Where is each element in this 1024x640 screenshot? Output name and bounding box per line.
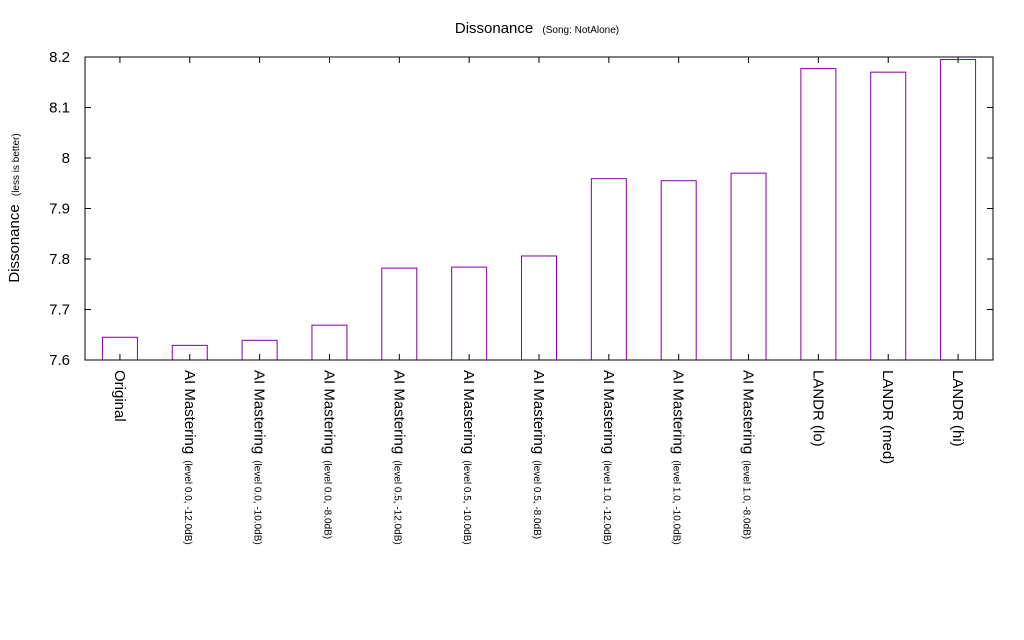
x-tick-label: AI Mastering (level 1.0, -12.0dB) — [600, 370, 617, 545]
x-tick-label: AI Mastering (level 0.5, -10.0dB) — [460, 370, 477, 545]
x-tick-label-main: AI Mastering — [460, 370, 477, 454]
x-tick-label: AI Mastering (level 0.0, -10.0dB) — [251, 370, 268, 545]
x-tick-label-note: (level 1.0, -10.0dB) — [671, 460, 682, 545]
bar — [800, 68, 837, 361]
x-tick-label: AI Mastering (level 0.0, -8.0dB) — [320, 370, 337, 539]
y-tick-label: 7.8 — [49, 251, 70, 268]
bar — [730, 172, 767, 361]
x-tick-label-note: (level 0.5, -12.0dB) — [391, 460, 402, 545]
y-ticks-group: 7.6 7.7 7.8 7.9 8 8.1 8.2 — [49, 49, 993, 369]
x-tick-label-main: AI Mastering — [320, 370, 337, 454]
bar — [870, 71, 907, 361]
x-tick-label-note: (level 0.0, -10.0dB) — [252, 460, 263, 545]
bar — [451, 266, 488, 361]
y-axis-label-note: (less is better) — [11, 133, 22, 196]
bar — [660, 180, 697, 361]
x-tick-label-main: LANDR (med) — [879, 370, 896, 464]
x-tick-label-main: LANDR (hi) — [949, 370, 966, 447]
x-tick-label: LANDR (med) — [879, 370, 896, 464]
bar — [521, 255, 557, 361]
x-tick-label-main: AI Mastering — [740, 370, 757, 454]
x-tick-label: AI Mastering (level 0.5, -12.0dB) — [390, 370, 407, 545]
y-tick-label: 7.6 — [49, 352, 70, 369]
x-tick-label-note: (level 1.0, -8.0dB) — [741, 460, 752, 539]
y-axis-label: Dissonance (less is better) — [6, 133, 23, 282]
y-tick-label: 8.2 — [49, 49, 70, 66]
x-tick-label-main: AI Mastering — [251, 370, 268, 454]
x-tick-label-main: AI Mastering — [530, 370, 547, 454]
x-tick-label-main: AI Mastering — [600, 370, 617, 454]
y-tick-label: 8.1 — [49, 100, 70, 117]
x-tick-label-main: AI Mastering — [670, 370, 687, 454]
chart-title-main: Dissonance — [455, 20, 533, 37]
x-labels-group: Original AI Mastering (level 0.0, -12.0dB)… — [111, 57, 966, 545]
x-tick-label-main: LANDR (lo) — [809, 370, 826, 447]
x-tick-label: AI Mastering (level 0.0, -12.0dB) — [181, 370, 198, 545]
bar — [590, 178, 627, 361]
x-tick-label-note: (level 0.5, -10.0dB) — [461, 460, 472, 545]
x-tick-label: AI Mastering (level 1.0, -10.0dB) — [670, 370, 687, 545]
y-tick-label: 8 — [62, 150, 70, 167]
chart-subtitle: (Song: NotAlone) — [542, 25, 619, 36]
y-axis-label-main: Dissonance — [6, 204, 23, 282]
x-tick-label-main: AI Mastering — [390, 370, 407, 454]
x-tick-label-note: (level 0.0, -12.0dB) — [182, 460, 193, 545]
x-tick-label: Original — [111, 370, 128, 422]
x-tick-label: AI Mastering (level 0.5, -8.0dB) — [530, 370, 547, 539]
x-tick-label: LANDR (hi) — [949, 370, 966, 447]
plot-frame — [84, 56, 994, 361]
bars-group — [101, 59, 977, 361]
y-tick-label: 7.7 — [49, 302, 70, 319]
x-tick-label-note: (level 0.5, -8.0dB) — [531, 460, 542, 539]
chart-title: Dissonance (Song: NotAlone) — [455, 20, 619, 37]
x-tick-label: LANDR (lo) — [809, 370, 826, 447]
x-tick-label-note: (level 0.0, -8.0dB) — [321, 460, 332, 539]
bar — [381, 267, 418, 361]
bar — [940, 59, 977, 361]
x-tick-label-main: AI Mastering — [181, 370, 198, 454]
x-tick-label: AI Mastering (level 1.0, -8.0dB) — [740, 370, 757, 539]
x-tick-label-note: (level 1.0, -12.0dB) — [601, 460, 612, 545]
x-tick-label-main: Original — [111, 370, 128, 422]
y-tick-label: 7.9 — [49, 201, 70, 218]
